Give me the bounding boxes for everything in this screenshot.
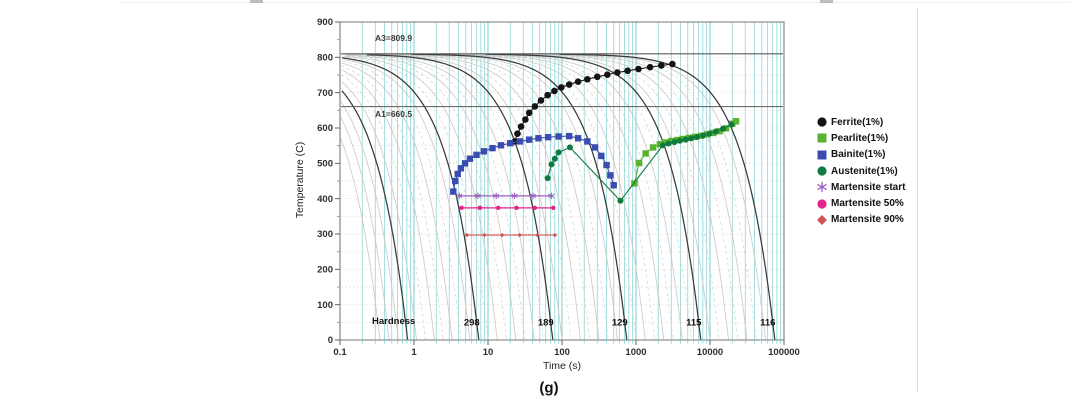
legend: Ferrite(1%) Pearlite(1%) Bainite(1%) Aus…: [816, 114, 905, 228]
bainite-marker-icon: [817, 150, 827, 160]
a1-temperature-label: A1=660.5: [375, 109, 413, 119]
series-martensite-90-: [464, 232, 558, 238]
legend-item-martensite-90: Martensite 90%: [816, 212, 905, 228]
svg-text:0.1: 0.1: [333, 347, 347, 358]
figure-caption: (g): [539, 379, 559, 397]
svg-text:100: 100: [317, 300, 333, 311]
legend-label: Austenite(1%): [831, 165, 898, 177]
legend-label: Martensite 50%: [831, 198, 904, 210]
cooling-curves-fan: [340, 53, 766, 340]
hardness-value: 115: [686, 318, 702, 329]
hardness-value: 298: [464, 318, 480, 329]
svg-text:700: 700: [317, 88, 333, 99]
svg-text:1: 1: [411, 347, 417, 358]
hardness-values: 298 189 129 115 116: [464, 318, 776, 329]
y-axis-title: Temperature (C): [294, 141, 306, 219]
hardness-row-label: Hardness: [372, 316, 416, 327]
svg-text:1000: 1000: [625, 347, 646, 358]
ferrite-marker-icon: [817, 117, 827, 127]
y-axis: 0 100 200 300 400 500 600 700 800 900: [317, 17, 340, 346]
hardness-value: 189: [538, 318, 554, 329]
martensite-start-marker-icon: [817, 182, 827, 193]
svg-text:200: 200: [317, 265, 333, 276]
legend-item-ferrite: Ferrite(1%): [816, 114, 905, 130]
series-bainite-1-: [450, 132, 617, 195]
legend-label: Bainite(1%): [831, 149, 886, 161]
hardness-value: 129: [612, 318, 628, 329]
martensite-90-marker-icon: [817, 214, 827, 225]
martensite-50-marker-icon: [817, 199, 827, 209]
legend-item-bainite: Bainite(1%): [816, 147, 905, 163]
crop-artifact-line: [120, 2, 1070, 3]
svg-text:900: 900: [317, 17, 333, 28]
legend-label: Martensite 90%: [831, 214, 904, 226]
legend-item-pearlite: Pearlite(1%): [816, 130, 905, 146]
austenite-marker-icon: [817, 166, 827, 176]
crop-artifact: [820, 0, 833, 3]
a3-temperature-label: A3=809.9: [375, 33, 413, 43]
svg-text:400: 400: [317, 194, 333, 205]
legend-item-martensite-start: Martensite start: [816, 179, 905, 195]
series-martensite-start: [456, 192, 555, 200]
crop-artifact: [250, 0, 263, 3]
x-axis-title: Time (s): [542, 360, 582, 372]
hardness-value: 116: [760, 318, 775, 329]
series-martensite-50-: [459, 205, 556, 211]
legend-item-martensite-50: Martensite 50%: [816, 195, 905, 211]
svg-text:100000: 100000: [768, 347, 800, 358]
legend-label: Martensite start: [831, 181, 906, 193]
svg-text:100: 100: [554, 347, 570, 358]
svg-text:500: 500: [317, 159, 333, 170]
svg-text:800: 800: [317, 53, 333, 64]
pearlite-marker-icon: [817, 133, 827, 143]
series-ferrite-1-: [511, 60, 676, 145]
page-column-rule: [917, 8, 918, 392]
svg-text:0: 0: [328, 335, 333, 346]
legend-label: Pearlite(1%): [831, 132, 889, 144]
legend-item-austenite: Austenite(1%): [816, 163, 905, 179]
svg-text:10: 10: [483, 347, 494, 358]
svg-text:600: 600: [317, 123, 333, 134]
svg-text:300: 300: [317, 229, 333, 240]
critical-temperature-lines: [341, 53, 783, 108]
series-austenite-1-: [544, 121, 735, 204]
legend-label: Ferrite(1%): [831, 116, 884, 128]
svg-text:10000: 10000: [697, 347, 723, 358]
x-axis: 0.1 1 10 100 1000 10000 100000: [333, 340, 800, 358]
